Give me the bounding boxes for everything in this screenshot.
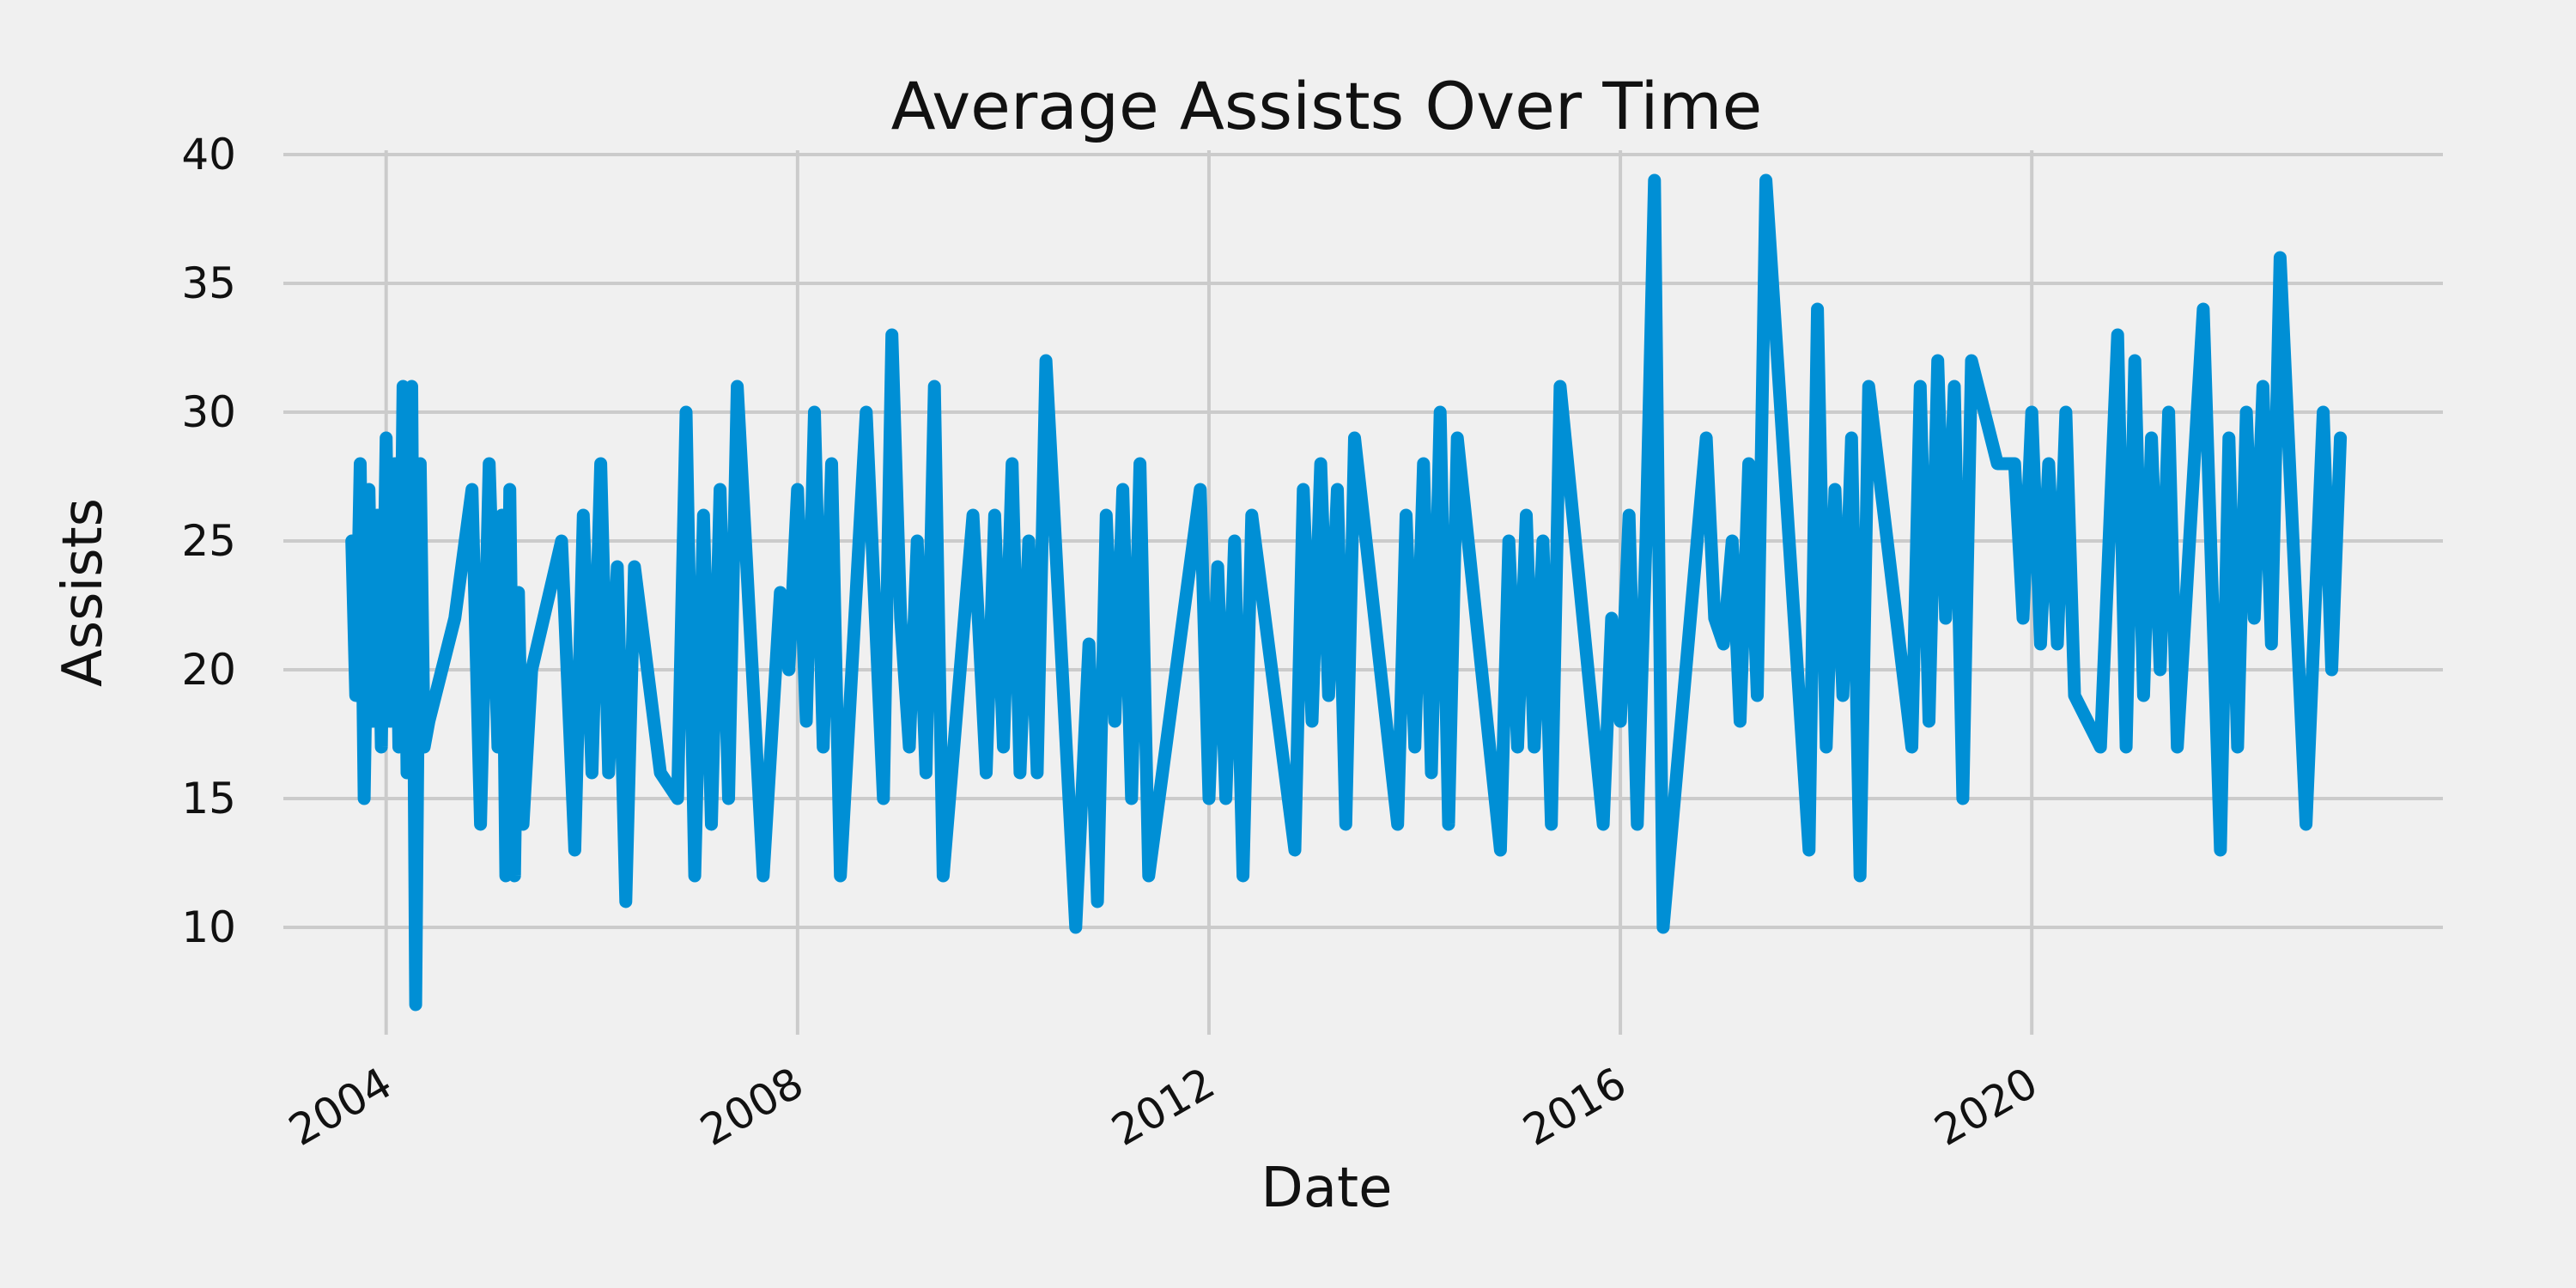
x-axis-label: Date [1261,1157,1393,1220]
y-tick-label: 10 [181,902,236,952]
y-tick-label: 30 [181,387,236,437]
y-tick-label: 35 [181,258,236,308]
y-tick-label: 25 [181,516,236,566]
chart-title: Average Assists Over Time [891,68,1763,144]
y-tick-label: 20 [181,645,236,695]
y-axis-label: Assists [52,498,115,687]
series-line-0 [345,173,2348,1012]
y-tick-label: 40 [181,130,236,179]
y-tick-label: 15 [181,774,236,823]
series-layer [345,173,2348,1012]
